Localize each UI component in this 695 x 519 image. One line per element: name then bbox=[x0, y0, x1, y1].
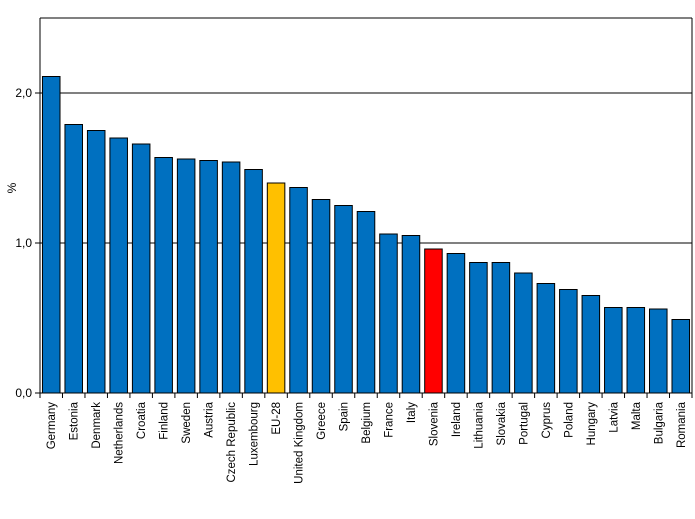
x-tick-label: Sweden bbox=[181, 402, 193, 444]
x-tick-label: Austria bbox=[204, 401, 216, 437]
bar-portugal bbox=[514, 272, 533, 394]
x-tick-label: Estonia bbox=[69, 401, 81, 440]
bar-netherlands bbox=[109, 137, 128, 394]
x-tick-label: Italy bbox=[406, 402, 418, 423]
bar-cyprus bbox=[536, 283, 556, 394]
bar-united-kingdom bbox=[289, 187, 308, 394]
x-tick-label: Spain bbox=[339, 402, 351, 431]
x-tick-label: Germany bbox=[46, 402, 58, 450]
x-tick-label: United Kingdom bbox=[294, 402, 306, 484]
y-tick-label: 1,0 bbox=[15, 236, 32, 250]
x-tick-label: Hungary bbox=[586, 402, 598, 446]
bar-romania bbox=[671, 319, 691, 394]
y-tick-label: 0,0 bbox=[15, 386, 32, 400]
x-tick-label: Lithuania bbox=[473, 401, 485, 448]
axes bbox=[35, 17, 693, 398]
bar-poland bbox=[559, 289, 578, 394]
bar-bulgaria bbox=[649, 308, 668, 394]
bar-slovakia bbox=[491, 262, 511, 394]
x-tick-label: Luxembourg bbox=[249, 402, 261, 466]
bar-austria bbox=[199, 160, 218, 394]
bar-spain bbox=[334, 205, 353, 394]
bar-malta bbox=[626, 307, 646, 394]
bars bbox=[41, 76, 691, 394]
bar-finland bbox=[154, 157, 173, 394]
x-tick-label: Slovakia bbox=[496, 401, 508, 445]
bar-eu-28 bbox=[266, 182, 286, 394]
bar-luxembourg bbox=[244, 169, 263, 394]
bar-germany bbox=[41, 76, 61, 394]
y-axis-label: % bbox=[5, 182, 19, 193]
x-tick-label: Denmark bbox=[91, 402, 103, 449]
x-tick-label: Slovenia bbox=[428, 401, 440, 446]
bar-slovenia bbox=[424, 248, 443, 394]
x-tick-label: France bbox=[383, 402, 395, 438]
x-tick-labels: Germany Estonia Denmark Netherlands Croatia F… bbox=[46, 401, 688, 483]
x-tick-label: Netherlands bbox=[114, 402, 126, 464]
x-tick-label: Malta bbox=[631, 401, 643, 430]
bar-czech-republic bbox=[221, 161, 241, 394]
bar-italy bbox=[401, 235, 421, 394]
x-tick-label: Poland bbox=[563, 402, 575, 438]
bar-greece bbox=[311, 199, 331, 394]
bar-denmark bbox=[86, 130, 106, 394]
bar-croatia bbox=[131, 143, 151, 394]
bar-ireland bbox=[446, 253, 466, 394]
x-tick-label: Ireland bbox=[451, 402, 463, 437]
x-tick-label: Belgium bbox=[361, 402, 373, 444]
bar-france bbox=[379, 233, 398, 394]
x-tick-label: Romania bbox=[676, 401, 688, 448]
bar-belgium bbox=[356, 211, 376, 394]
bar-latvia bbox=[604, 307, 623, 394]
x-tick-label: Latvia bbox=[608, 401, 620, 432]
bar-estonia bbox=[64, 124, 83, 394]
bar-sweden bbox=[176, 158, 196, 394]
bar-hungary bbox=[581, 295, 601, 394]
x-tick-label: Croatia bbox=[136, 401, 148, 439]
x-tick-label: Cyprus bbox=[541, 402, 553, 439]
x-tick-label: Finland bbox=[159, 402, 171, 440]
x-tick-label: Bulgaria bbox=[653, 401, 665, 444]
x-tick-label: Portugal bbox=[518, 402, 530, 445]
y-tick-label: 2,0 bbox=[15, 86, 32, 100]
y-tick-labels: 0,0 1,0 2,0 bbox=[15, 86, 32, 400]
bar-lithuania bbox=[469, 262, 488, 394]
x-tick-label: EU-28 bbox=[271, 402, 283, 435]
x-tick-label: Greece bbox=[316, 402, 328, 440]
x-tick-label: Czech Republic bbox=[226, 402, 238, 483]
